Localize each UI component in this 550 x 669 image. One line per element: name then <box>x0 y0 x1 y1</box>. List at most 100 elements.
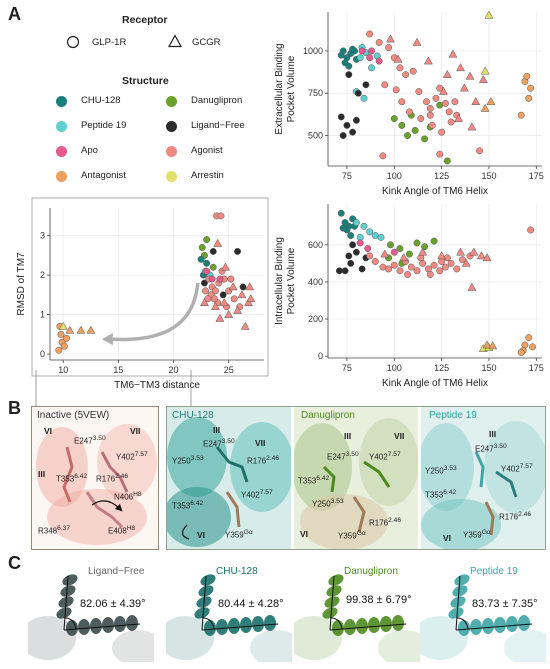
y-axis-label: RMSD of TM7 <box>16 252 27 316</box>
data-point-peptide-19 <box>360 222 368 230</box>
data-point-agonist <box>413 267 421 275</box>
data-point-agonist <box>380 249 390 258</box>
data-point-agonist <box>471 96 481 105</box>
kink-angle-value: 82.06 ± 4.39° <box>80 598 146 610</box>
danuglipron-helix-vii: VII <box>394 431 405 441</box>
danuglipron-structure: Danuglipron III VII VI E2473.50 Y4027.57… <box>294 407 418 549</box>
inactive-residue-r176: R1762.46 <box>96 473 129 484</box>
data-point-agonist <box>436 150 444 158</box>
danuglipron-residue-e247: E2473.50 <box>327 451 359 462</box>
data-point-agonist <box>426 271 434 278</box>
data-point-agonist <box>379 152 387 160</box>
kink-card-ligand-free: Ligand−Free 82.06 ± 4.39° <box>28 558 154 662</box>
legend-receptor-glp1r: GLP-1R <box>92 37 127 48</box>
data-point-ligand-free <box>209 247 217 255</box>
chu128-structure: CHU-128 III VII VI E2473.50 Y2503.53 R17… <box>167 407 291 549</box>
chu128-residue-e247: E2473.50 <box>203 438 235 449</box>
data-point-agonist <box>227 275 235 283</box>
data-point-peptide-19 <box>371 232 379 239</box>
data-point-antagonist <box>517 111 525 119</box>
data-point-agonist <box>469 247 479 256</box>
inactive-helix-iii: III <box>38 469 46 479</box>
data-point-agonist <box>447 118 455 126</box>
peptide19-residue-y402: Y4027.57 <box>501 463 533 474</box>
x-tick-label: 75 <box>342 363 352 373</box>
inactive-residue-e408: E408H8 <box>108 525 136 536</box>
data-point-danuglipron <box>398 121 406 129</box>
data-point-ligand-free <box>239 283 247 291</box>
data-point-antagonist <box>527 84 535 92</box>
transition-arrowhead <box>101 333 113 346</box>
legend-swatch-arrestin <box>166 171 177 182</box>
transition-arrow <box>109 282 200 342</box>
data-point-arrestin <box>484 10 494 19</box>
x-tick-label: 20 <box>169 365 179 375</box>
data-point-agonist <box>407 263 415 271</box>
data-point-agonist <box>478 74 488 83</box>
data-point-agonist <box>453 265 461 273</box>
kink-angle-value: 80.44 ± 4.28° <box>218 598 284 610</box>
danuglipron-residue-y250: Y2503.53 <box>312 498 344 509</box>
data-point-danuglipron <box>421 135 429 143</box>
data-point-chu-128 <box>339 224 347 232</box>
x-tick-label: 175 <box>529 171 544 181</box>
inactive-helix-vii: VII <box>130 426 141 436</box>
data-point-agonist <box>451 98 459 106</box>
x-tick-label: 100 <box>387 171 402 181</box>
active-structures-box: CHU-128 III VII VI E2473.50 Y2503.53 R17… <box>166 406 546 550</box>
data-point-agonist <box>527 226 535 234</box>
data-point-danuglipron <box>430 237 438 245</box>
rmsd-panel-frame <box>31 197 269 377</box>
data-point-arrestin <box>480 66 490 75</box>
data-point-agonist <box>437 251 447 260</box>
x-tick-label: 175 <box>529 363 544 373</box>
y-tick-label: 400 <box>308 277 323 287</box>
data-point-ligand-free <box>345 71 353 79</box>
peptide19-helix-vi: VI <box>443 533 452 543</box>
data-point-danuglipron <box>396 245 404 252</box>
data-point-agonist <box>398 98 406 106</box>
legend-label-chu-128: CHU-128 <box>81 95 121 106</box>
data-point-agonist <box>467 122 477 131</box>
data-point-agonist <box>476 251 486 260</box>
chu128-title: CHU-128 <box>172 410 214 421</box>
legend-swatch-antagonist <box>56 171 67 182</box>
data-point-ligand-free <box>234 247 241 255</box>
data-point-chu-128 <box>345 62 353 70</box>
peptide19-title: Peptide 19 <box>429 410 477 421</box>
data-point-ligand-free <box>362 81 370 89</box>
panel-label-b: B <box>8 398 21 418</box>
panel-label-c: C <box>8 553 21 573</box>
data-point-agonist <box>423 98 430 106</box>
chu128-residue-r176: R1762.46 <box>247 455 280 466</box>
data-point-agonist <box>390 261 398 269</box>
data-point-agonist <box>385 265 393 273</box>
data-point-agonist <box>426 111 434 119</box>
data-point-agonist <box>246 294 256 303</box>
danuglipron-residue-y359: Y359Gα <box>338 530 366 541</box>
data-point-agonist <box>426 105 434 112</box>
data-point-agonist <box>432 94 440 102</box>
data-point-agonist <box>224 309 234 318</box>
chu128-structure-image <box>167 417 291 547</box>
y-tick-label: 1 <box>40 310 45 320</box>
inactive-residue-e247: E2473.50 <box>74 435 106 446</box>
data-point-agonist <box>438 128 446 136</box>
data-point-peptide-19 <box>352 219 360 227</box>
y-tick-label: 0 <box>318 351 323 361</box>
data-point-apo <box>375 57 383 65</box>
data-point-apo <box>390 248 398 256</box>
legend-label-danuglipron: Danuglipron <box>191 95 243 106</box>
legend-circle-marker <box>66 35 80 49</box>
data-point-agonist <box>375 39 383 46</box>
y-tick-label: 500 <box>308 131 323 141</box>
data-point-chu-128 <box>203 259 211 267</box>
inactive-residue-t353: T3536.42 <box>56 473 88 484</box>
data-point-agonist <box>409 67 417 75</box>
kink-helix-image <box>294 574 420 662</box>
x-axis-label: Kink Angle of TM6 Helix <box>382 378 488 389</box>
data-point-agonist <box>213 238 223 247</box>
data-point-antagonist <box>517 348 525 356</box>
danuglipron-residue-y402: Y4027.57 <box>369 451 401 462</box>
data-point-antagonist <box>55 346 63 354</box>
